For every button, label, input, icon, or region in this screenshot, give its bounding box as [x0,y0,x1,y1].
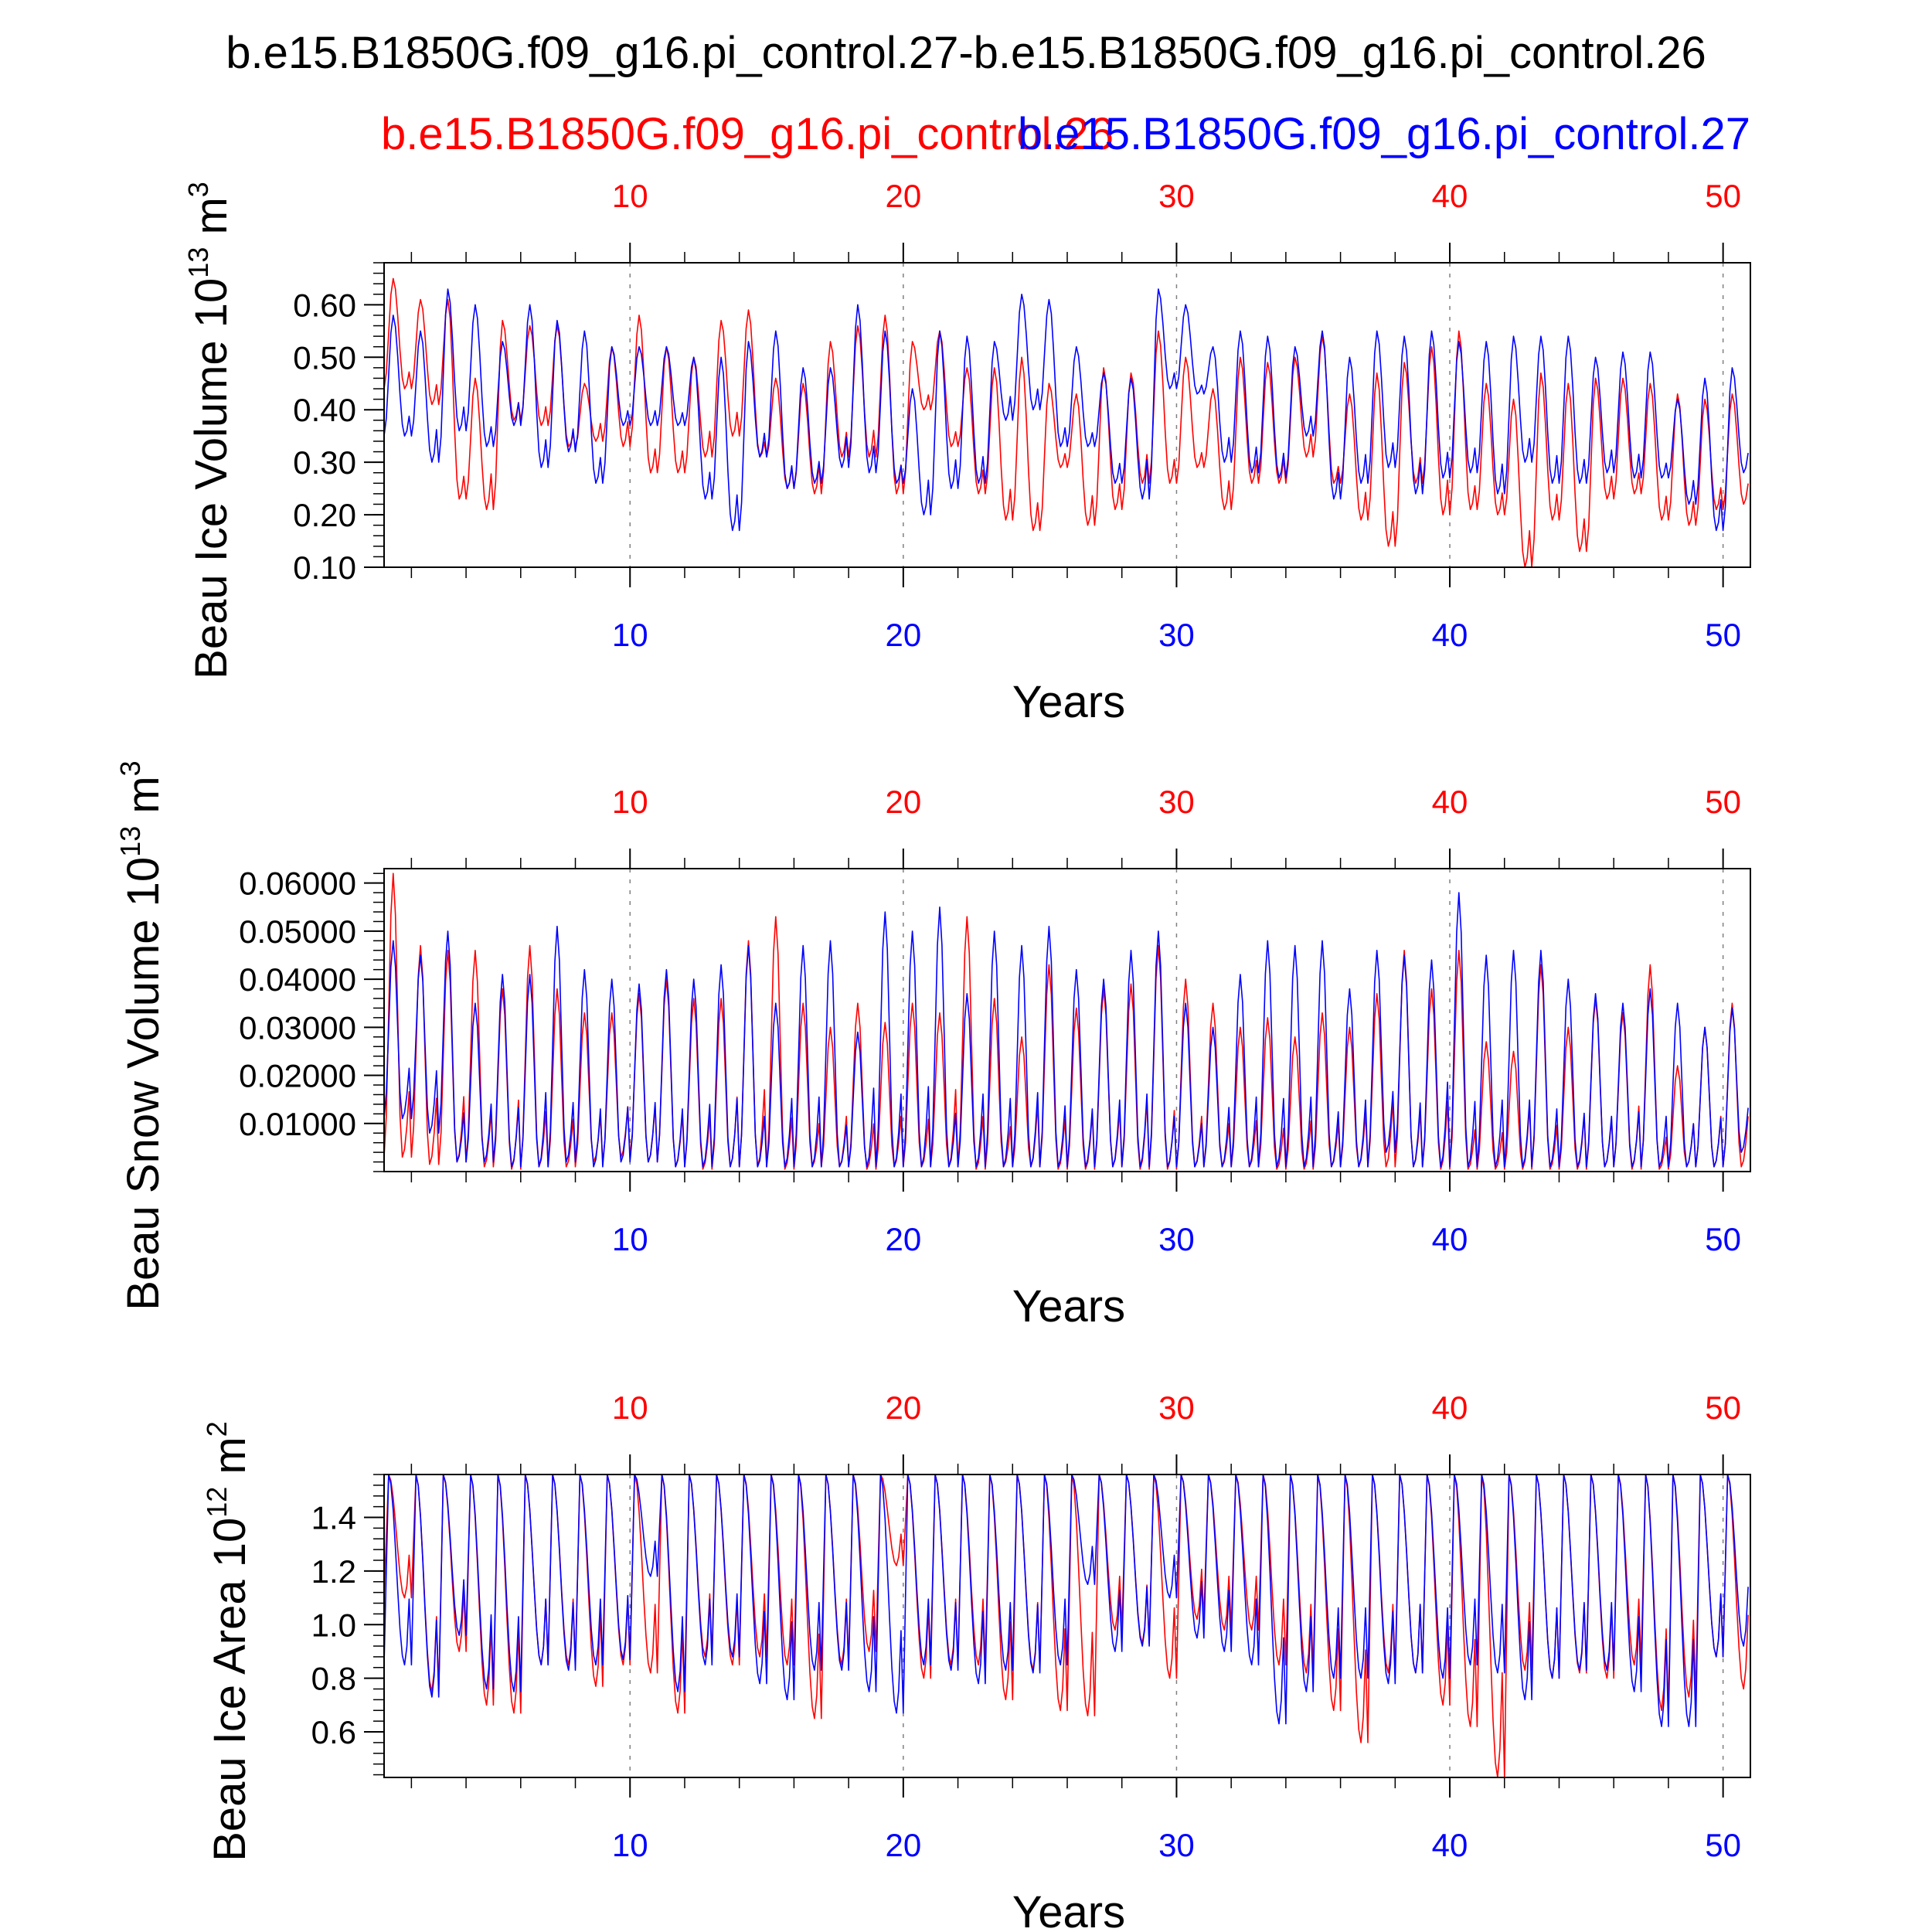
figure-title: b.e15.B1850G.f09_g16.pi_control.27-b.e15… [226,28,1706,78]
x-bottom-tick-label: 30 [1158,617,1195,653]
series-line-blue [384,1475,1749,1727]
y-tick-label: 0.60 [293,287,356,323]
x-top-tick-label: 30 [1158,178,1195,214]
y-tick-label: 0.8 [311,1661,356,1697]
y-axis-title-unit: m [186,197,236,247]
y-tick-label: 0.01000 [239,1106,356,1142]
x-bottom-tick-label: 50 [1705,617,1741,653]
x-top-tick-label: 20 [885,178,921,214]
x-bottom-tick-label: 10 [612,1827,648,1863]
y-tick-label: 0.50 [293,339,356,376]
y-tick-label: 0.10 [293,549,356,586]
x-bottom-tick-label: 50 [1705,1827,1741,1863]
x-bottom-tick-label: 30 [1158,1221,1195,1257]
series-group [384,277,1749,567]
x-axis-title: Years [1012,677,1125,727]
x-top-tick-label: 50 [1705,784,1741,820]
legend-blue-label: b.e15.B1850G.f09_g16.pi_control.27 [1018,109,1750,159]
y-tick-label: 1.2 [311,1553,356,1590]
y-axis-title-unit-exponent: 3 [182,182,214,197]
y-tick-label: 0.40 [293,392,356,428]
x-top-tick-label: 30 [1158,784,1195,820]
x-top-tick-label: 10 [612,178,648,214]
y-tick-label: 0.6 [311,1714,356,1750]
y-axis-title: Beau Ice Volume 1013 m3 [182,182,236,679]
y-tick-label: 1.4 [311,1500,356,1536]
x-top-tick-label: 40 [1432,178,1468,214]
x-bottom-tick-label: 10 [612,1221,648,1257]
y-axis-title: Beau Snow Volume 1013 m3 [114,760,168,1310]
x-top-tick-label: 50 [1705,1389,1741,1426]
chart-panel-ice-volume: 0.10 0.20 0.30 0.40 0.50 0.60 10 10 20 20 30 30 40 40… [182,178,1751,727]
y-axis-title-main: Beau Ice Volume 10 [186,278,236,679]
x-axis-title: Years [1012,1887,1125,1932]
y-axis-title-main: Beau Ice Area 10 [205,1518,255,1862]
panels: 0.10 0.20 0.30 0.40 0.50 0.60 10 10 20 20 30 30 40 40… [114,178,1751,1932]
series-group [384,1475,1749,1777]
y-tick-label: 0.03000 [239,1009,356,1046]
y-axis-title-unit: m [118,776,168,825]
y-tick-label: 0.02000 [239,1058,356,1094]
y-tick-label: 1.0 [311,1607,356,1643]
series-line-blue [384,288,1749,532]
x-bottom-tick-label: 40 [1432,1221,1468,1257]
x-bottom-tick-label: 40 [1432,1827,1468,1863]
y-tick-label: 0.06000 [239,866,356,902]
chart-panel-snow-volume: 0.01000 0.02000 0.03000 0.04000 0.05000 0.060… [114,760,1751,1332]
x-bottom-tick-label: 40 [1432,617,1468,653]
y-axis-title-exponent: 12 [201,1487,233,1518]
x-top-tick-label: 50 [1705,178,1741,214]
x-bottom-tick-label: 20 [885,1827,921,1863]
y-axis-title-exponent: 13 [114,826,146,857]
legend-red-label: b.e15.B1850G.f09_g16.pi_control.26 [381,109,1114,159]
series-group [384,872,1749,1170]
y-tick-label: 0.30 [293,444,356,481]
y-tick-label: 0.20 [293,497,356,533]
x-bottom-tick-label: 30 [1158,1827,1195,1863]
y-axis-title: Beau Ice Area 1012 m2 [201,1421,255,1862]
x-bottom-tick-label: 10 [612,617,648,653]
x-bottom-tick-label: 20 [885,617,921,653]
y-axis-title-main: Beau Snow Volume 10 [118,857,168,1311]
chart-panel-ice-area: 0.6 0.8 1.0 1.2 1.4 10 10 20 20 30 30 40 40 50 50 Years… [201,1389,1751,1932]
x-top-tick-label: 20 [885,1389,921,1426]
x-top-tick-label: 40 [1432,784,1468,820]
y-axis-title-unit-exponent: 3 [114,760,146,776]
y-axis-title-unit: m [205,1437,255,1486]
x-top-tick-label: 10 [612,1389,648,1426]
y-axis-title-unit-exponent: 2 [201,1421,233,1437]
y-tick-label: 0.04000 [239,961,356,998]
x-axis-title: Years [1012,1281,1125,1332]
x-bottom-tick-label: 50 [1705,1221,1741,1257]
x-top-tick-label: 30 [1158,1389,1195,1426]
x-bottom-tick-label: 20 [885,1221,921,1257]
y-axis-title-exponent: 13 [182,247,214,278]
x-top-tick-label: 40 [1432,1389,1468,1426]
series-line-blue [384,892,1749,1168]
x-top-tick-label: 10 [612,784,648,820]
y-tick-label: 0.05000 [239,913,356,950]
x-top-tick-label: 20 [885,784,921,820]
